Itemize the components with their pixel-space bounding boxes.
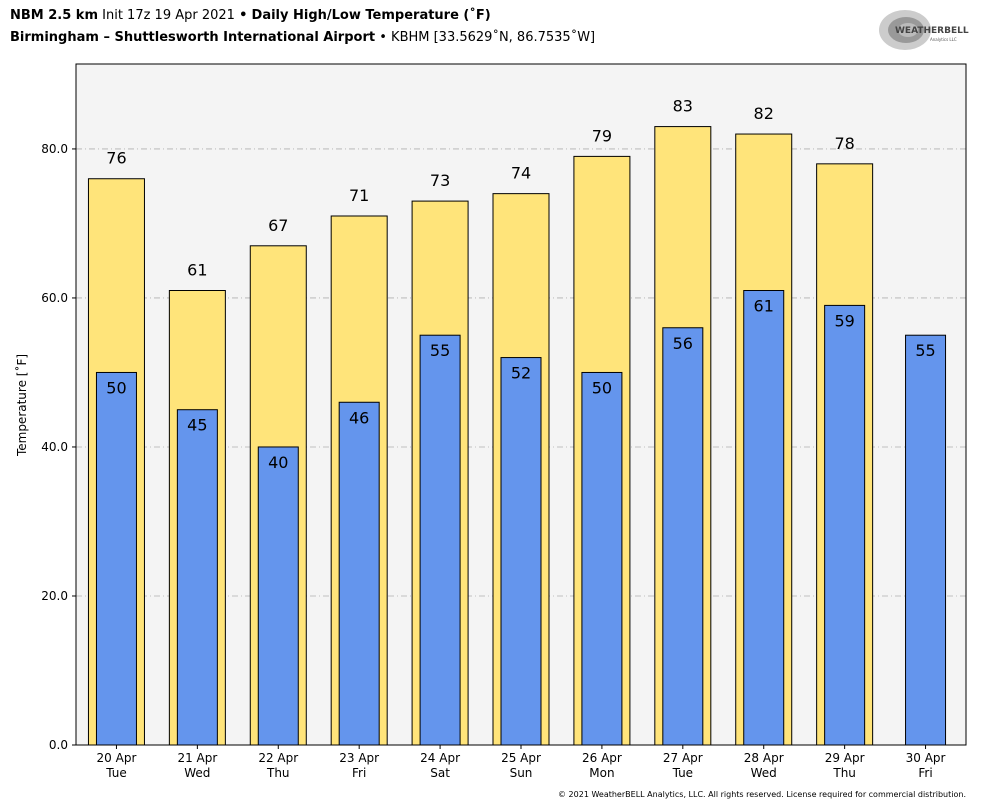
low-bar	[905, 334, 947, 746]
x-tick-weekday: Tue	[105, 766, 127, 780]
low-value-label: 46	[349, 408, 369, 427]
low-bar	[581, 371, 623, 746]
x-tick-date: 30 Apr	[906, 751, 946, 765]
x-tick-date: 29 Apr	[825, 751, 865, 765]
low-bar	[824, 304, 866, 746]
high-value-label: 79	[592, 126, 612, 145]
x-tick-date: 26 Apr	[582, 751, 622, 765]
x-tick-weekday: Thu	[832, 766, 856, 780]
high-value-label: 82	[754, 104, 774, 123]
x-tick-date: 22 Apr	[258, 751, 298, 765]
high-value-label: 71	[349, 186, 369, 205]
low-bar	[338, 401, 380, 746]
copyright-footer: © 2021 WeatherBELL Analytics, LLC. All r…	[558, 790, 966, 799]
low-bar	[419, 334, 461, 746]
y-tick-label: 40.0	[41, 440, 68, 454]
low-bar	[662, 327, 704, 746]
low-bar	[257, 446, 299, 746]
low-value-label: 55	[915, 341, 935, 360]
low-bar	[176, 409, 218, 746]
x-tick-date: 28 Apr	[744, 751, 784, 765]
svg-text:WEATHERBELL: WEATHERBELL	[895, 26, 969, 36]
x-tick-date: 25 Apr	[501, 751, 541, 765]
y-tick-label: 80.0	[41, 142, 68, 156]
chart-title-line1: NBM 2.5 km Init 17z 19 Apr 2021 • Daily …	[10, 7, 491, 23]
x-tick-date: 27 Apr	[663, 751, 703, 765]
x-tick-weekday: Sat	[430, 766, 450, 780]
low-value-label: 52	[511, 364, 531, 383]
low-value-label: 50	[592, 378, 612, 397]
low-bar	[743, 290, 785, 746]
low-value-label: 59	[834, 311, 854, 330]
y-tick-label: 20.0	[41, 589, 68, 603]
x-tick-weekday: Wed	[184, 766, 210, 780]
x-tick-weekday: Thu	[266, 766, 290, 780]
high-value-label: 74	[511, 164, 531, 183]
low-bar	[500, 357, 542, 746]
high-value-label: 73	[430, 171, 450, 190]
high-value-label: 78	[834, 134, 854, 153]
low-value-label: 50	[106, 378, 126, 397]
high-value-label: 61	[187, 261, 207, 280]
high-value-label: 67	[268, 216, 288, 235]
x-tick-weekday: Fri	[352, 766, 366, 780]
low-value-label: 40	[268, 453, 288, 472]
x-tick-weekday: Mon	[589, 766, 614, 780]
low-value-label: 55	[430, 341, 450, 360]
low-bar	[95, 371, 137, 746]
svg-text:Analytics LLC: Analytics LLC	[930, 37, 957, 42]
y-axis-label: Temperature [˚F]	[14, 354, 29, 457]
x-tick-date: 20 Apr	[97, 751, 137, 765]
x-tick-weekday: Sun	[510, 766, 533, 780]
weatherbell-logo: WEATHERBELL Analytics LLC	[879, 10, 969, 50]
high-value-label: 76	[106, 149, 126, 168]
high-value-label: 83	[673, 97, 693, 116]
x-tick-weekday: Tue	[672, 766, 694, 780]
x-tick-date: 24 Apr	[420, 751, 460, 765]
x-tick-date: 23 Apr	[339, 751, 379, 765]
chart-title-line2: Birmingham – Shuttlesworth International…	[10, 29, 595, 45]
low-value-label: 45	[187, 416, 207, 435]
y-tick-label: 0.0	[49, 738, 68, 752]
low-value-label: 61	[754, 297, 774, 316]
x-tick-weekday: Wed	[751, 766, 777, 780]
x-tick-date: 21 Apr	[177, 751, 217, 765]
y-tick-label: 60.0	[41, 291, 68, 305]
x-tick-weekday: Fri	[918, 766, 932, 780]
low-value-label: 56	[673, 334, 693, 353]
